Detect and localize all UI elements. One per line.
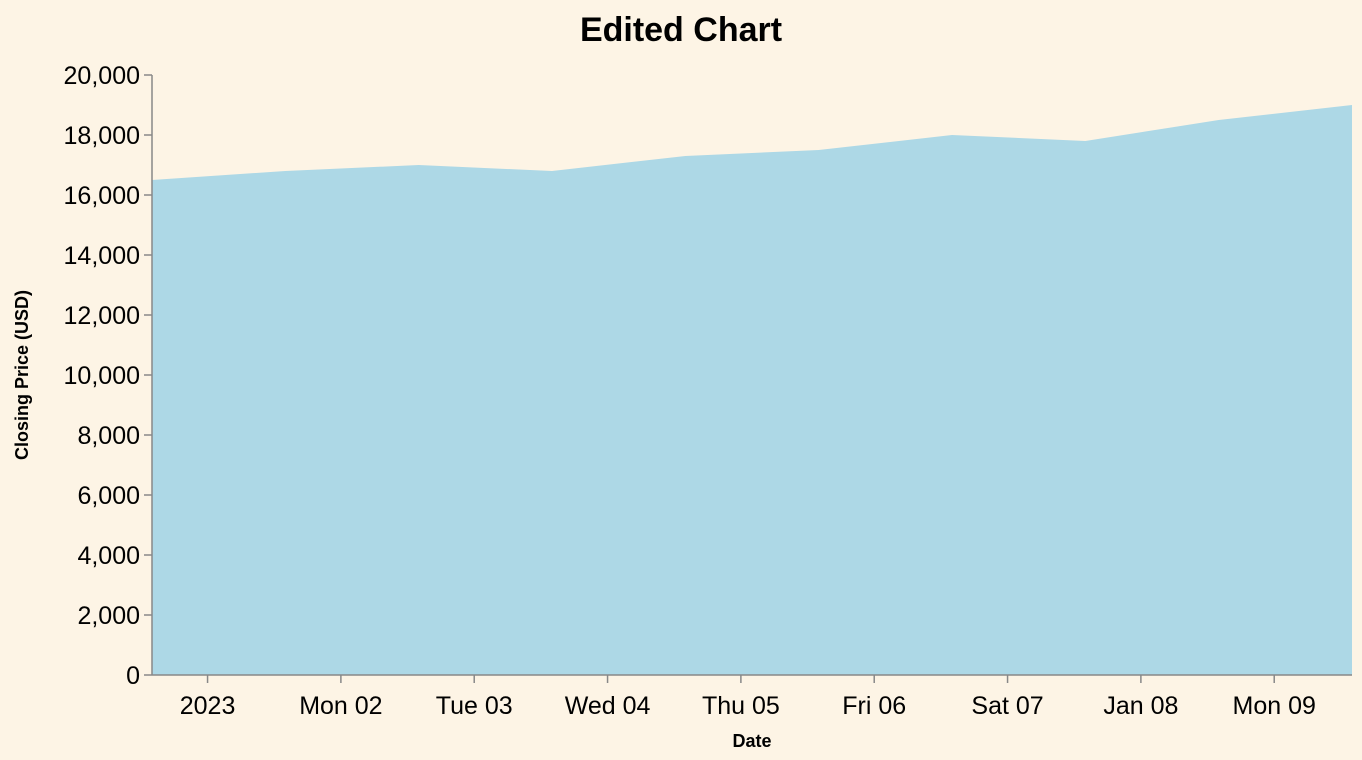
y-tick-label: 10,000 bbox=[64, 362, 140, 390]
y-axis: 0 2,000 4,000 6,000 8,000 10,000 12,000 14,000 1… bbox=[64, 62, 153, 690]
x-tick-label: Sat 07 bbox=[971, 692, 1043, 720]
y-tick-label: 20,000 bbox=[64, 62, 140, 90]
y-tick-label: 4,000 bbox=[77, 542, 140, 570]
y-axis-title: Closing Price (USD) bbox=[12, 290, 32, 460]
chart-title: Edited Chart bbox=[580, 11, 782, 49]
y-tick-label: 6,000 bbox=[77, 482, 140, 510]
x-axis-title: Date bbox=[732, 731, 771, 751]
x-tick-label: 2023 bbox=[180, 692, 236, 720]
x-tick-label: Tue 03 bbox=[436, 692, 513, 720]
x-tick-label: Jan 08 bbox=[1103, 692, 1178, 720]
y-tick-label: 18,000 bbox=[64, 122, 140, 150]
y-tick-label: 0 bbox=[126, 662, 140, 690]
x-tick-label: Mon 09 bbox=[1233, 692, 1316, 720]
x-tick-label: Fri 06 bbox=[842, 692, 906, 720]
x-tick-label: Mon 02 bbox=[299, 692, 382, 720]
area-series-0 bbox=[152, 105, 1352, 675]
x-tick-label: Wed 04 bbox=[565, 692, 651, 720]
x-tick-label: Thu 05 bbox=[702, 692, 780, 720]
y-tick-label: 12,000 bbox=[64, 302, 140, 330]
y-tick-label: 2,000 bbox=[77, 602, 140, 630]
area-layer bbox=[152, 105, 1352, 675]
y-tick-label: 14,000 bbox=[64, 242, 140, 270]
y-tick-label: 8,000 bbox=[77, 422, 140, 450]
y-tick-label: 16,000 bbox=[64, 182, 140, 210]
x-axis: 2023 Mon 02 Tue 03 Wed 04 Thu 05 Fri 06 Sat 07… bbox=[152, 674, 1352, 720]
